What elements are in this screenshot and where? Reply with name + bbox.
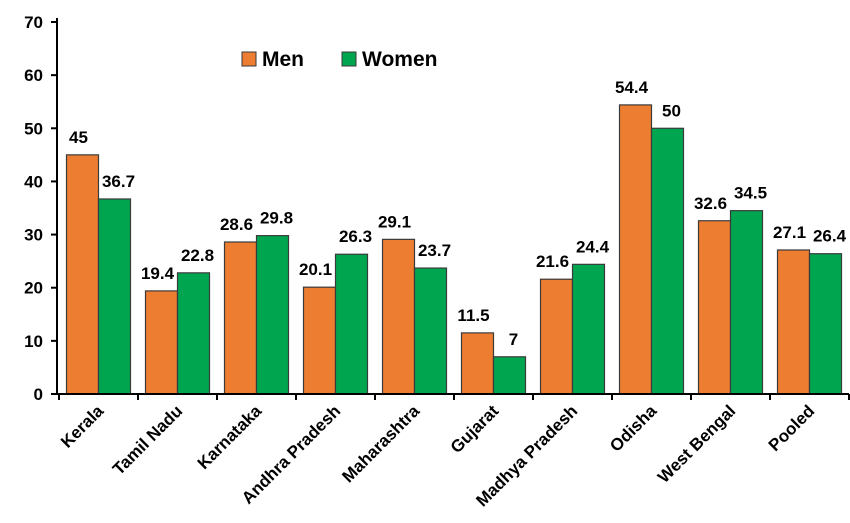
bar-men xyxy=(223,241,258,395)
data-label-women: 29.8 xyxy=(260,209,293,228)
data-label-women: 36.7 xyxy=(102,172,135,191)
data-label-women: 50 xyxy=(662,101,681,120)
data-label-women: 23.7 xyxy=(418,241,451,260)
y-tick-label: 10 xyxy=(24,332,43,351)
data-label-men: 27.1 xyxy=(773,223,806,242)
bar-women xyxy=(492,356,527,395)
category-label: Kerala xyxy=(57,401,108,452)
y-tick-label: 20 xyxy=(24,279,43,298)
bar-men xyxy=(776,249,811,395)
y-tick-label: 0 xyxy=(34,385,43,404)
data-label-men: 19.4 xyxy=(141,264,175,283)
category-label: Pooled xyxy=(765,401,819,455)
y-tick-label: 60 xyxy=(24,66,43,85)
bar-men xyxy=(539,278,574,395)
data-label-women: 22.8 xyxy=(181,246,214,265)
bar-men xyxy=(460,332,495,395)
bar-men xyxy=(144,290,179,395)
y-tick-label: 50 xyxy=(24,119,43,138)
data-label-women: 26.3 xyxy=(339,227,372,246)
legend-label-men: Men xyxy=(262,48,304,71)
data-label-men: 54.4 xyxy=(615,78,649,97)
bars-group xyxy=(65,104,843,395)
bar-men xyxy=(618,104,653,395)
bar-men xyxy=(65,154,100,395)
y-axis-ticks: 0 10 20 30 40 50 60 70 xyxy=(24,13,57,404)
legend-swatch-women xyxy=(341,51,357,67)
category-label: West Bengal xyxy=(654,401,739,486)
data-label-men: 20.1 xyxy=(299,260,332,279)
data-label-women: 26.4 xyxy=(813,227,847,246)
bar-women xyxy=(176,272,211,395)
category-label: Tamil Nadu xyxy=(109,401,186,478)
category-label: Karnataka xyxy=(194,401,266,473)
bar-women xyxy=(255,235,290,395)
legend: Men Women xyxy=(241,48,437,71)
bar-men xyxy=(302,286,337,395)
data-label-men: 28.6 xyxy=(220,215,253,234)
y-tick-label: 30 xyxy=(24,226,43,245)
bar-women xyxy=(413,267,448,395)
category-label: Gujarat xyxy=(447,401,503,457)
bar-men xyxy=(697,220,732,395)
data-label-men: 32.6 xyxy=(694,194,727,213)
bar-women xyxy=(334,253,369,395)
data-labels-group: 45 36.7 19.4 22.8 28.6 29.8 20.1 26.3 29.1 23.7 11… xyxy=(69,78,847,349)
data-label-women: 24.4 xyxy=(576,237,610,256)
bar-men xyxy=(381,238,416,395)
bar-women xyxy=(571,263,606,395)
bar-women xyxy=(97,198,132,395)
y-tick-label: 40 xyxy=(24,172,43,191)
data-label-men: 29.1 xyxy=(378,212,411,231)
bar-women xyxy=(650,127,685,395)
data-label-men: 11.5 xyxy=(457,306,489,325)
legend-label-women: Women xyxy=(362,48,437,71)
bar-women xyxy=(808,253,843,395)
data-label-men: 21.6 xyxy=(536,252,569,271)
category-label: Maharashtra xyxy=(338,401,423,486)
data-label-men: 45 xyxy=(69,128,88,147)
legend-swatch-men xyxy=(241,51,257,67)
data-label-women: 7 xyxy=(509,330,518,349)
category-label: Odisha xyxy=(606,401,661,456)
y-tick-label: 70 xyxy=(24,13,43,32)
data-label-women: 34.5 xyxy=(734,184,767,203)
bar-women xyxy=(729,210,764,395)
